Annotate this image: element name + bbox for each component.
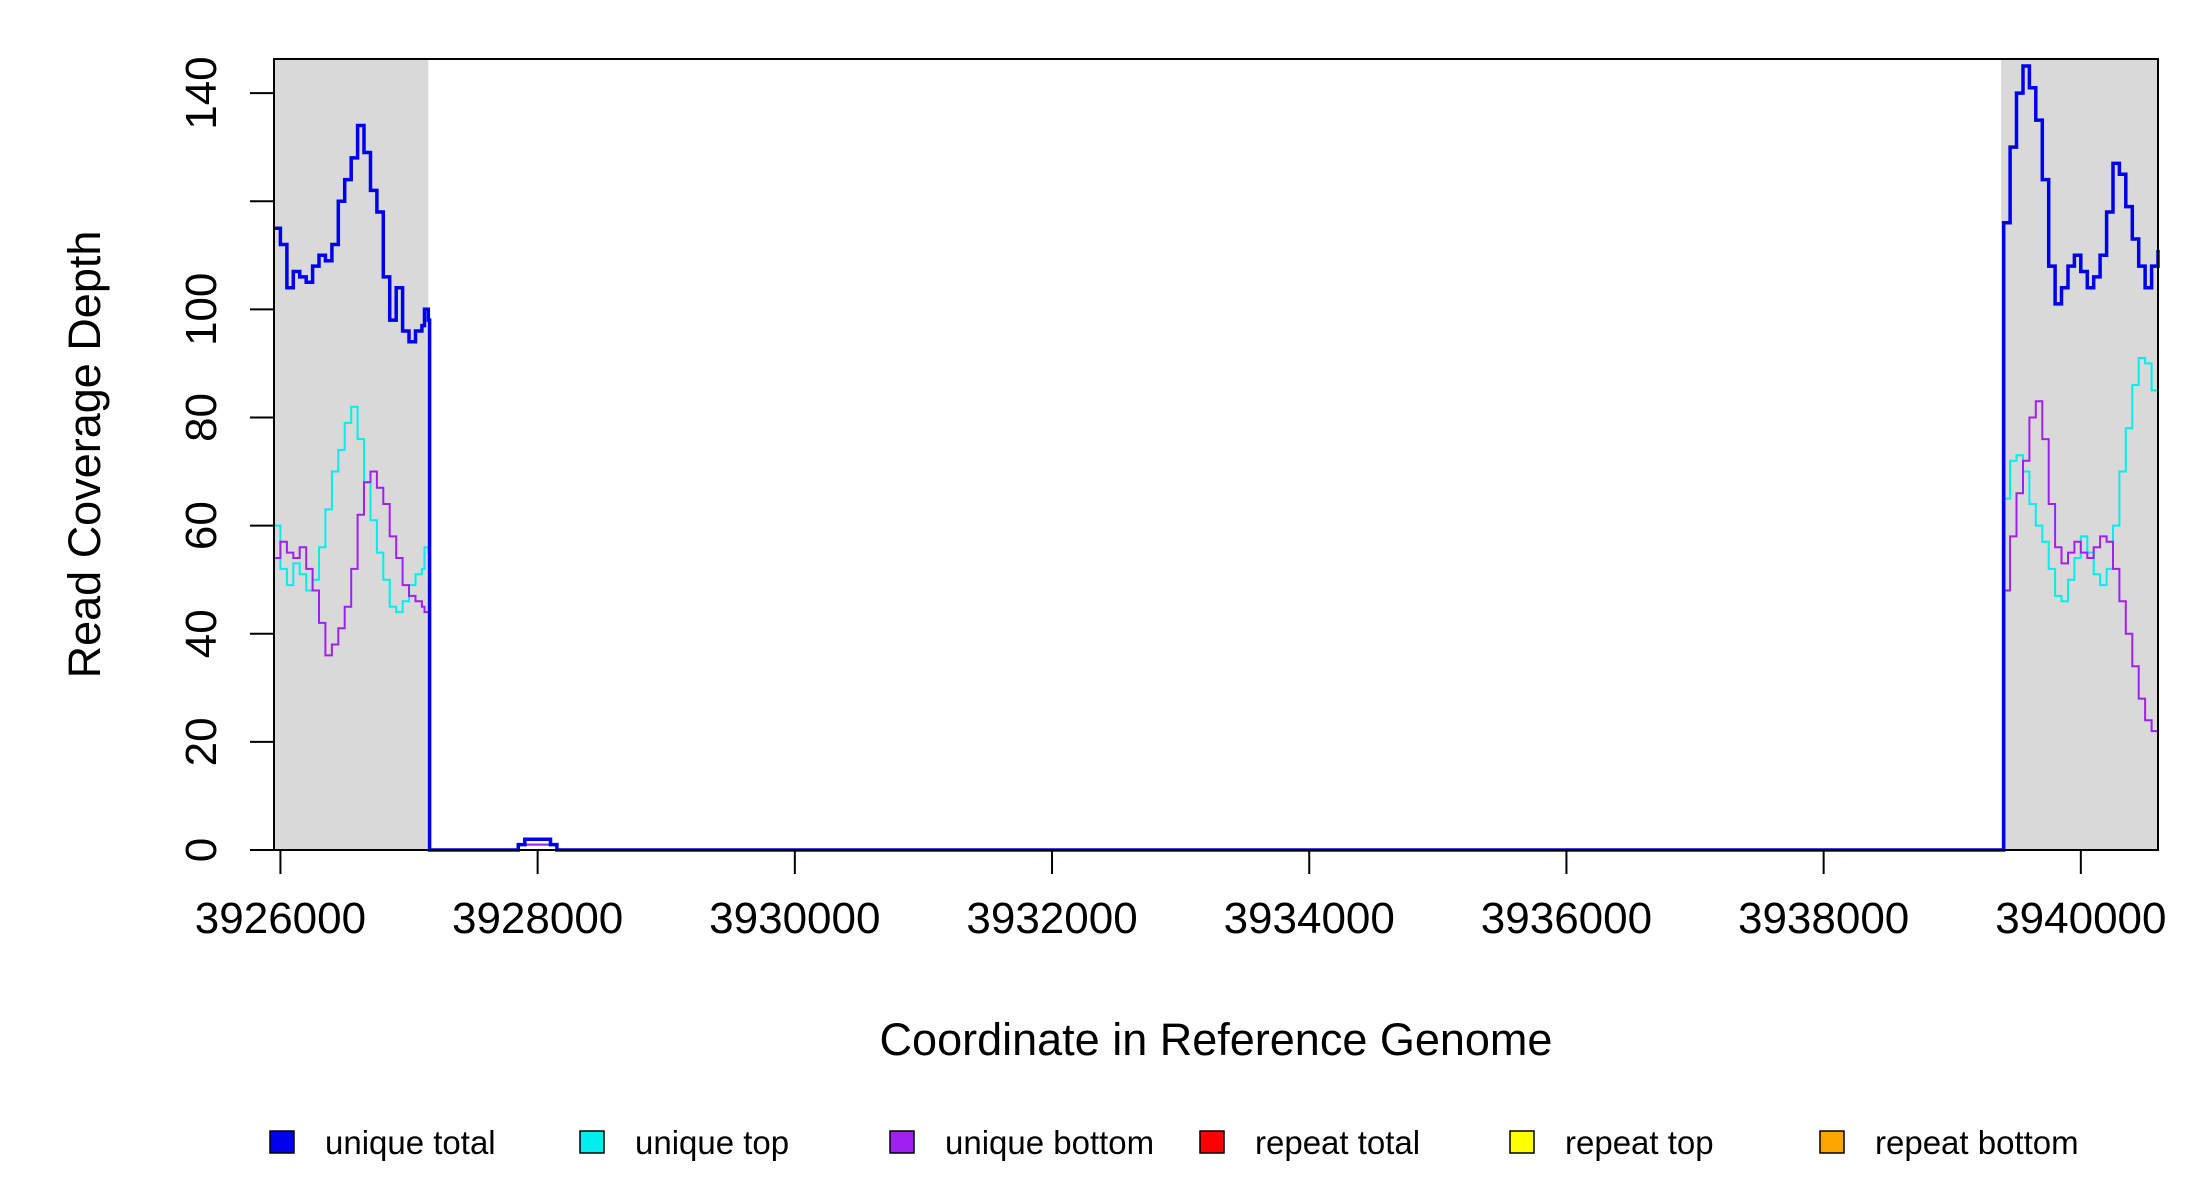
plot-area-frame [273, 58, 2159, 851]
y-tick-label: 140 [177, 56, 226, 129]
y-tick-label: 80 [177, 393, 226, 442]
x-tick-label: 3940000 [1995, 894, 2166, 943]
x-tick-label: 3930000 [709, 894, 880, 943]
legend: unique total unique top unique bottom repea… [269, 1124, 2079, 1161]
series-line-unique-bottom [274, 400, 2159, 851]
shaded-region-2 [2001, 59, 2158, 850]
legend-label-unique-total: unique total [325, 1124, 496, 1161]
y-axis-title: Read Coverage Depth [59, 231, 110, 679]
legend-swatch-unique-bottom [889, 1130, 915, 1154]
x-tick-label: 3936000 [1481, 894, 1652, 943]
series-line-unique-total [274, 64, 2160, 852]
x-axis-title: Coordinate in Reference Genome [880, 1014, 1553, 1065]
legend-swatch-repeat-bottom [1819, 1130, 1845, 1154]
legend-swatch-unique-total [269, 1130, 295, 1154]
y-tick-label: 60 [177, 501, 226, 550]
legend-swatch-repeat-top [1509, 1130, 1535, 1154]
x-tick-label: 3934000 [1224, 894, 1395, 943]
y-tick-label: 100 [177, 273, 226, 346]
series-line-unique-top [274, 357, 2159, 851]
x-tick-label: 3926000 [195, 894, 366, 943]
x-axis: 3926000 3928000 3930000 3932000 3934000 39360… [195, 849, 2166, 943]
x-tick-label: 3938000 [1738, 894, 1909, 943]
x-tick-label: 3932000 [966, 894, 1137, 943]
legend-label-repeat-top: repeat top [1565, 1124, 1714, 1161]
legend-swatch-repeat-total [1199, 1130, 1225, 1154]
series-layer [274, 64, 2160, 852]
y-tick-label: 20 [177, 717, 226, 766]
legend-swatch-unique-top [579, 1130, 605, 1154]
shaded-region-layer [274, 59, 2158, 850]
legend-label-unique-top: unique top [635, 1124, 789, 1161]
y-tick-label: 40 [177, 609, 226, 658]
shaded-region-1 [274, 59, 429, 850]
legend-label-repeat-bottom: repeat bottom [1875, 1124, 2079, 1161]
y-tick-label: 0 [177, 838, 226, 862]
x-tick-label: 3928000 [452, 894, 623, 943]
y-axis: 0 20 40 60 80 100 140 [177, 56, 275, 862]
legend-label-repeat-total: repeat total [1255, 1124, 1420, 1161]
legend-label-unique-bottom: unique bottom [945, 1124, 1154, 1161]
